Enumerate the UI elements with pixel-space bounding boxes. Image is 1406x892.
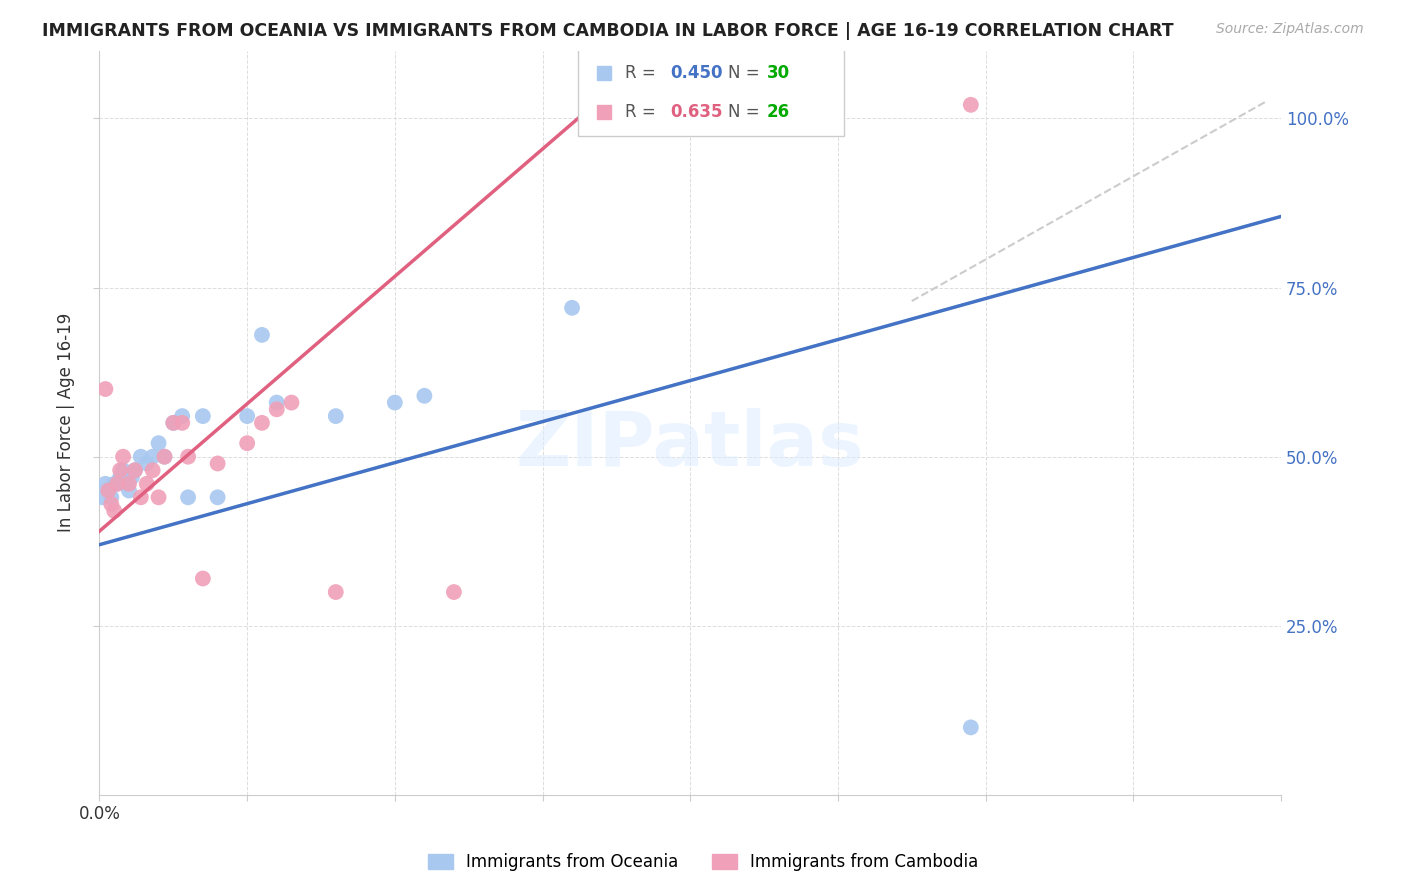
Point	[148, 491, 170, 505]
Point	[108, 463, 131, 477]
Point	[112, 450, 135, 464]
Point	[94, 382, 117, 396]
Text: ZIPatlas: ZIPatlas	[516, 409, 865, 483]
Text: R =: R =	[626, 63, 661, 81]
Point	[97, 483, 120, 498]
Point	[413, 389, 436, 403]
Text: Source: ZipAtlas.com: Source: ZipAtlas.com	[1216, 22, 1364, 37]
Point	[162, 416, 184, 430]
Point	[115, 476, 138, 491]
Point	[191, 409, 214, 423]
Point	[108, 470, 131, 484]
Point	[153, 450, 176, 464]
Point	[443, 585, 465, 599]
Point	[124, 463, 146, 477]
Point	[91, 491, 114, 505]
Point	[172, 416, 194, 430]
Y-axis label: In Labor Force | Age 16-19: In Labor Force | Age 16-19	[58, 313, 75, 533]
Text: 26: 26	[768, 103, 790, 120]
Point	[103, 504, 125, 518]
Point	[172, 409, 194, 423]
Point	[959, 98, 981, 112]
Point	[191, 572, 214, 586]
Point	[118, 483, 141, 498]
Point	[236, 409, 259, 423]
Point	[250, 327, 273, 342]
Point	[153, 450, 176, 464]
Point	[142, 463, 165, 477]
Point	[100, 497, 122, 511]
Point	[135, 457, 157, 471]
Point	[280, 395, 302, 409]
Point	[103, 476, 125, 491]
Point	[325, 409, 347, 423]
FancyBboxPatch shape	[578, 43, 844, 136]
Point	[135, 476, 157, 491]
Text: 0.635: 0.635	[671, 103, 723, 120]
Point	[148, 436, 170, 450]
Text: IMMIGRANTS FROM OCEANIA VS IMMIGRANTS FROM CAMBODIA IN LABOR FORCE | AGE 16-19 C: IMMIGRANTS FROM OCEANIA VS IMMIGRANTS FR…	[42, 22, 1174, 40]
Legend: Immigrants from Oceania, Immigrants from Cambodia: Immigrants from Oceania, Immigrants from…	[419, 845, 987, 880]
Point	[100, 491, 122, 505]
Point	[207, 457, 229, 471]
Text: 30: 30	[768, 63, 790, 81]
Point	[112, 463, 135, 477]
Point	[94, 476, 117, 491]
Point	[384, 395, 406, 409]
Point	[959, 720, 981, 734]
Point	[561, 301, 583, 315]
Point	[105, 476, 128, 491]
Point	[207, 491, 229, 505]
Point	[129, 491, 152, 505]
Point	[177, 491, 200, 505]
Point	[105, 476, 128, 491]
Point	[236, 436, 259, 450]
Text: 0.450: 0.450	[671, 63, 723, 81]
Point	[250, 416, 273, 430]
Point	[266, 395, 288, 409]
Point	[162, 416, 184, 430]
Text: N =: N =	[728, 103, 765, 120]
Point	[121, 470, 143, 484]
Point	[325, 585, 347, 599]
Text: N =: N =	[728, 63, 765, 81]
Point	[177, 450, 200, 464]
Point	[124, 463, 146, 477]
Point	[129, 450, 152, 464]
Point	[266, 402, 288, 417]
Text: R =: R =	[626, 103, 661, 120]
Point	[142, 450, 165, 464]
Point	[118, 476, 141, 491]
Point	[97, 483, 120, 498]
